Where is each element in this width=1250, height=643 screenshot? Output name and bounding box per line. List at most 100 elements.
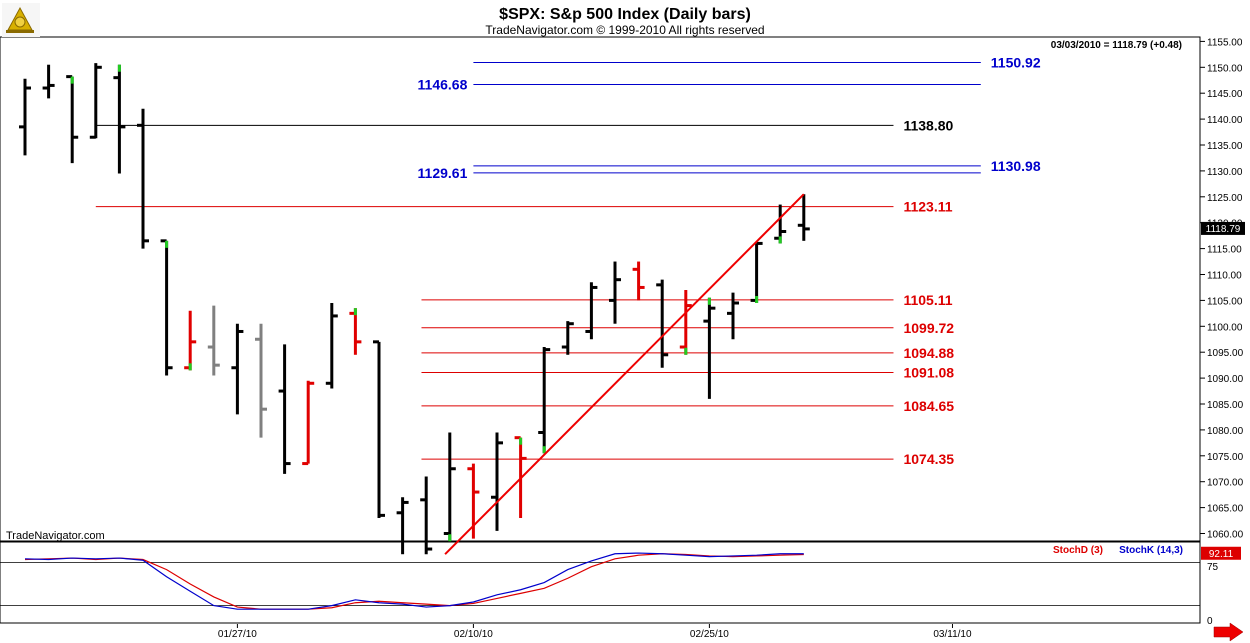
ohlc-bar <box>538 347 551 454</box>
stoch-value-tag: 92.11 <box>1201 546 1241 560</box>
level-label: 1099.72 <box>903 320 954 336</box>
y-tick-label: 1135.00 <box>1207 141 1243 152</box>
level-label: 1129.61 <box>418 165 468 181</box>
ohlc-bar <box>278 344 291 474</box>
ohlc-bar <box>89 63 102 139</box>
x-tick-label: 03/11/10 <box>933 629 972 640</box>
ohlc-bar <box>349 308 362 355</box>
sextant-icon-lens <box>14 16 26 28</box>
price-panel <box>0 36 1201 542</box>
sextant-icon-base <box>6 30 34 33</box>
quote-readout: 03/03/2010 = 1118.79 (+0.48) <box>1051 40 1182 51</box>
ohlc-bar <box>231 323 244 415</box>
ohlc-bar <box>656 279 669 368</box>
y-tick-label: 1100.00 <box>1207 322 1243 333</box>
level-label: 1074.35 <box>903 451 954 467</box>
stoch-tick-label: 75 <box>1207 562 1219 573</box>
y-tick-label: 1155.00 <box>1207 37 1243 48</box>
ohlc-bar <box>491 432 503 531</box>
ohlc-bar <box>443 432 456 542</box>
last-price-tag-label: 1118.79 <box>1206 224 1241 235</box>
level-label: 1130.98 <box>991 158 1041 174</box>
ohlc-bar <box>255 323 267 438</box>
right-arrow-icon[interactable] <box>1213 622 1244 642</box>
stochastic-lines: 0 75 <box>0 552 1219 627</box>
y-tick-label: 1060.00 <box>1207 530 1244 541</box>
y-tick-label: 1065.00 <box>1207 504 1244 515</box>
level-lines: 1150.92 1146.68 1138.80 1130.98 1129.61 1123.… <box>95 55 1041 467</box>
ohlc-bar <box>113 64 126 174</box>
stochk-line <box>24 552 804 610</box>
last-price-tag-bg <box>1201 221 1245 235</box>
y-tick-label: 1105.00 <box>1207 296 1243 307</box>
logo-icon <box>2 3 40 37</box>
y-tick-label: 1125.00 <box>1207 193 1243 204</box>
level-label: 1094.88 <box>903 345 954 361</box>
ohlc-bar <box>302 380 315 466</box>
ohlc-bar <box>609 261 621 324</box>
y-tick-label: 1140.00 <box>1207 115 1243 126</box>
price-panel-frame <box>0 36 1201 542</box>
ohlc-bar <box>373 340 385 518</box>
x-tick-label: 02/10/10 <box>454 629 493 640</box>
ohlc-bar <box>679 290 692 355</box>
y-tick-label: 1130.00 <box>1207 167 1243 178</box>
trend-line <box>444 193 805 555</box>
ohlc-bar <box>160 239 173 376</box>
stochd-legend: StochD (3) <box>1053 545 1103 556</box>
ohlc-bar <box>703 297 716 399</box>
ohlc-bar <box>632 261 645 301</box>
y-tick-label: 1110.00 <box>1207 271 1242 282</box>
x-tick-label: 01/27/10 <box>218 629 257 640</box>
y-tick-label: 1075.00 <box>1207 452 1244 463</box>
y-tick-label: 1095.00 <box>1207 348 1244 359</box>
ohlc-bar <box>66 75 79 164</box>
y-tick-label: 1090.00 <box>1207 374 1244 385</box>
y-tick-label: 1115.00 <box>1207 245 1242 256</box>
ohlc-bar <box>750 241 763 303</box>
stoch-value-tag-bg <box>1201 546 1241 560</box>
price-bars <box>19 63 810 555</box>
level-label: 1091.08 <box>903 365 954 381</box>
y-tick-label: 1150.00 <box>1207 63 1243 74</box>
level-label: 1138.80 <box>903 117 953 133</box>
y-tick-label: 1145.00 <box>1207 89 1243 100</box>
ohlc-bar <box>19 78 31 156</box>
stoch-value-tag-label: 92.11 <box>1209 549 1234 560</box>
ohlc-bar <box>207 305 220 376</box>
watermark: TradeNavigator.com <box>6 530 105 542</box>
trend-line-segment <box>444 193 805 555</box>
x-axis-area <box>0 624 1200 643</box>
level-label: 1105.11 <box>903 292 952 308</box>
scroll-right-button[interactable] <box>1213 622 1244 642</box>
chart-subtitle: TradeNavigator.com © 1999-2010 All right… <box>485 23 764 37</box>
ohlc-bar <box>420 476 433 555</box>
stoch-tick-label: 0 <box>1207 616 1213 627</box>
ohlc-bar <box>396 497 409 555</box>
ohlc-bar <box>42 64 55 99</box>
y-tick-label: 1080.00 <box>1207 426 1244 437</box>
price-axis: 1060.00 1065.00 1070.00 1075.00 1080.00 1085.… <box>1200 37 1244 541</box>
level-label: 1150.92 <box>991 55 1041 71</box>
date-axis: 01/27/10 02/10/10 02/25/10 03/11/10 <box>218 624 972 640</box>
y-tick-label: 1070.00 <box>1207 478 1244 489</box>
level-label: 1146.68 <box>418 76 468 92</box>
stoch-panel <box>0 541 1201 624</box>
ohlc-bar <box>184 310 197 371</box>
ohlc-bar <box>585 282 598 340</box>
ohlc-bar <box>561 321 574 355</box>
level-label: 1123.11 <box>903 199 952 215</box>
y-tick-label: 1085.00 <box>1207 400 1244 411</box>
level-label: 1084.65 <box>903 398 954 414</box>
chart-title: $SPX: S&p 500 Index (Daily bars) <box>499 6 751 23</box>
ohlc-bar <box>774 204 787 244</box>
ohlc-bar <box>137 108 149 249</box>
stoch-panel-frame <box>0 541 1201 624</box>
x-tick-label: 02/25/10 <box>690 629 729 640</box>
stochk-legend: StochK (14,3) <box>1119 545 1183 556</box>
last-price-tag: 1118.79 <box>1201 221 1245 235</box>
ohlc-bar <box>325 302 338 389</box>
ohlc-bar <box>727 292 739 340</box>
ohlc-bar <box>797 194 810 241</box>
